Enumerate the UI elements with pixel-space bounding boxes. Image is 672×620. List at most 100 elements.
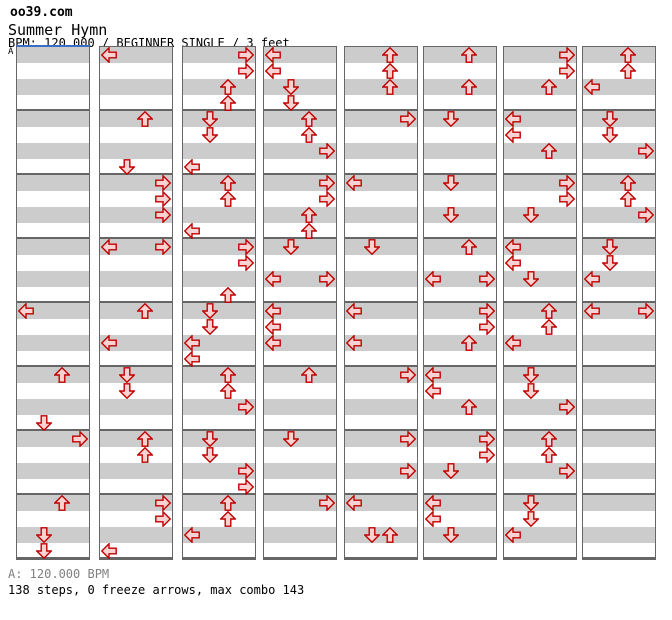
step-arrow-left <box>265 335 281 351</box>
step-arrow-down <box>283 79 299 95</box>
step-arrow-right <box>238 399 254 415</box>
step-arrow-up <box>220 95 236 111</box>
step-arrow-up <box>461 335 477 351</box>
step-arrow-left <box>265 303 281 319</box>
step-arrow-down <box>36 527 52 543</box>
step-arrow-left <box>505 127 521 143</box>
step-arrow-up <box>620 175 636 191</box>
measure-panel-8 <box>582 46 656 560</box>
step-arrow-right <box>638 143 654 159</box>
step-arrow-right <box>155 511 171 527</box>
step-arrow-down <box>602 255 618 271</box>
step-arrow-left <box>265 47 281 63</box>
step-arrow-down <box>283 95 299 111</box>
step-arrow-right <box>319 191 335 207</box>
step-arrow-up <box>620 47 636 63</box>
step-arrow-up <box>541 319 557 335</box>
measure-panel-6 <box>423 46 497 560</box>
step-arrow-up <box>220 367 236 383</box>
step-arrow-up <box>220 79 236 95</box>
step-arrow-down <box>119 367 135 383</box>
step-arrow-down <box>523 207 539 223</box>
step-arrow-right <box>238 239 254 255</box>
step-arrow-down <box>36 415 52 431</box>
step-arrow-up <box>301 223 317 239</box>
measure-panel-4 <box>263 46 337 560</box>
step-arrow-left <box>101 47 117 63</box>
step-arrow-left <box>184 159 200 175</box>
step-arrow-right <box>400 111 416 127</box>
step-arrow-up <box>382 527 398 543</box>
step-arrow-left <box>584 79 600 95</box>
step-arrow-right <box>559 175 575 191</box>
step-arrow-up <box>382 63 398 79</box>
step-arrow-down <box>119 159 135 175</box>
step-arrow-down <box>602 111 618 127</box>
step-arrow-left <box>101 239 117 255</box>
step-arrow-right <box>559 63 575 79</box>
step-arrow-down <box>523 383 539 399</box>
step-arrow-left <box>184 223 200 239</box>
step-arrow-right <box>238 479 254 495</box>
step-arrow-up <box>137 431 153 447</box>
step-arrow-down <box>202 431 218 447</box>
measure-panel-3 <box>182 46 256 560</box>
step-arrow-right <box>638 303 654 319</box>
step-arrow-right <box>400 463 416 479</box>
step-arrow-left <box>101 543 117 559</box>
measure-panel-5 <box>344 46 418 560</box>
measure-panel-7 <box>503 46 577 560</box>
step-arrow-up <box>220 175 236 191</box>
step-arrow-right <box>238 63 254 79</box>
step-arrow-up <box>382 47 398 63</box>
step-arrow-right <box>238 463 254 479</box>
step-arrow-up <box>461 399 477 415</box>
step-arrow-left <box>505 239 521 255</box>
measure-panel-1 <box>16 45 90 560</box>
step-arrow-down <box>283 239 299 255</box>
step-arrow-down <box>523 511 539 527</box>
step-arrow-left <box>346 175 362 191</box>
step-arrow-right <box>155 239 171 255</box>
step-arrow-down <box>364 527 380 543</box>
step-arrow-up <box>301 207 317 223</box>
step-arrow-right <box>400 367 416 383</box>
step-arrow-down <box>36 543 52 559</box>
step-arrow-down <box>202 447 218 463</box>
step-arrow-up <box>301 367 317 383</box>
step-arrow-left <box>425 383 441 399</box>
step-arrow-left <box>265 63 281 79</box>
step-arrow-up <box>137 303 153 319</box>
step-arrow-right <box>559 399 575 415</box>
step-arrow-up <box>461 239 477 255</box>
step-arrow-up <box>301 127 317 143</box>
step-arrow-down <box>443 463 459 479</box>
step-arrow-right <box>559 191 575 207</box>
step-arrow-down <box>202 319 218 335</box>
step-arrow-left <box>265 271 281 287</box>
step-arrow-down <box>523 367 539 383</box>
step-arrow-right <box>479 271 495 287</box>
step-arrow-right <box>479 319 495 335</box>
step-arrow-right <box>155 207 171 223</box>
step-arrow-right <box>155 175 171 191</box>
step-arrow-up <box>382 79 398 95</box>
step-arrow-right <box>638 207 654 223</box>
step-arrow-down <box>364 239 380 255</box>
step-arrow-left <box>425 367 441 383</box>
step-arrow-down <box>443 527 459 543</box>
song-title: Summer Hymn <box>8 21 108 39</box>
step-arrow-left <box>505 255 521 271</box>
step-arrow-right <box>238 47 254 63</box>
step-arrow-up <box>54 495 70 511</box>
step-arrow-up <box>461 79 477 95</box>
footer-stats-line: 138 steps, 0 freeze arrows, max combo 14… <box>8 583 305 597</box>
step-arrow-down <box>202 111 218 127</box>
step-arrow-left <box>346 495 362 511</box>
step-arrow-right <box>155 495 171 511</box>
step-arrow-left <box>346 303 362 319</box>
step-arrow-left <box>584 303 600 319</box>
step-arrow-left <box>425 495 441 511</box>
step-arrow-up <box>461 47 477 63</box>
step-arrow-left <box>584 271 600 287</box>
